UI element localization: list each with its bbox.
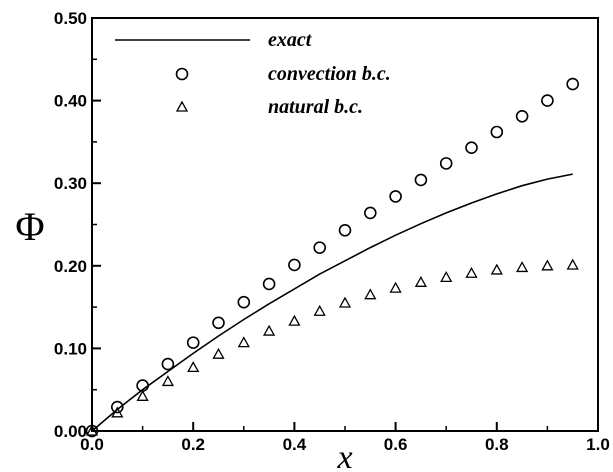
point-convection-b-c [465, 141, 478, 154]
point-natural-b-c [515, 261, 529, 273]
series-layer [85, 77, 580, 438]
y-axis-label: Φ [15, 204, 44, 249]
point-natural-b-c [262, 324, 276, 336]
point-convection-b-c [566, 77, 580, 91]
point-convection-b-c [439, 157, 453, 170]
point-natural-b-c [338, 296, 352, 308]
y-tick-label: 0.50 [54, 9, 87, 28]
legend-swatch-convection-b-c [175, 67, 189, 81]
x-tick-label: 0.0 [80, 435, 104, 454]
point-natural-b-c [465, 266, 478, 278]
point-convection-b-c [414, 173, 428, 187]
y-tick-label: 0.00 [54, 422, 87, 441]
point-convection-b-c [212, 316, 225, 330]
point-convection-b-c [288, 258, 301, 272]
legend: exact convection b.c. natural b.c. [115, 29, 391, 118]
point-natural-b-c [414, 275, 428, 287]
point-convection-b-c [389, 190, 402, 203]
point-convection-b-c [490, 125, 504, 139]
x-tick-label: 0.2 [181, 435, 205, 454]
legend-label-convection-b-c: convection b.c. [268, 63, 391, 85]
point-convection-b-c [161, 357, 175, 371]
point-natural-b-c [313, 304, 326, 316]
x-axis-label: x [336, 439, 352, 472]
point-natural-b-c [541, 259, 554, 271]
point-convection-b-c [338, 223, 352, 237]
point-natural-b-c [490, 263, 503, 275]
point-natural-b-c [85, 424, 99, 436]
x-tick-label: 0.8 [485, 435, 509, 454]
point-convection-b-c [515, 109, 529, 123]
point-natural-b-c [212, 347, 225, 359]
series-line-exact [91, 173, 573, 432]
point-natural-b-c [161, 375, 175, 387]
ticks: 0.0 0.2 0.4 0.6 0.8 1.0 0.00 0.10 0.20 0.30 0.40 0.… [54, 9, 610, 454]
point-convection-b-c [363, 206, 377, 220]
point-convection-b-c [186, 336, 200, 349]
point-natural-b-c [566, 258, 579, 270]
y-tick-label: 0.10 [54, 339, 87, 358]
point-convection-b-c [541, 94, 554, 107]
legend-swatch-natural-b-c [175, 100, 189, 112]
legend-label-natural-b-c: natural b.c. [268, 96, 363, 118]
point-natural-b-c [237, 336, 250, 348]
y-tick-label: 0.20 [54, 257, 87, 276]
point-convection-b-c [111, 400, 124, 414]
point-convection-b-c [262, 277, 276, 291]
point-convection-b-c [313, 241, 327, 254]
point-convection-b-c [237, 295, 251, 309]
point-natural-b-c [389, 281, 402, 293]
x-tick-label: 0.6 [384, 435, 408, 454]
y-tick-label: 0.40 [54, 92, 87, 111]
point-natural-b-c [136, 389, 149, 401]
point-natural-b-c [187, 361, 200, 373]
point-natural-b-c [111, 406, 124, 418]
y-tick-label: 0.30 [54, 174, 87, 193]
x-tick-label: 0.4 [283, 435, 307, 454]
x-tick-label: 1.0 [586, 435, 610, 454]
point-natural-b-c [440, 271, 453, 283]
legend-label-exact: exact [268, 29, 313, 51]
point-natural-b-c [364, 288, 377, 300]
point-natural-b-c [288, 314, 301, 326]
